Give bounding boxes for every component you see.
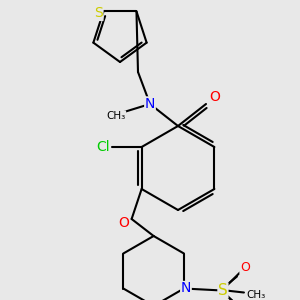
Text: Cl: Cl (96, 140, 110, 154)
Text: S: S (218, 283, 228, 298)
Text: S: S (94, 6, 103, 20)
Text: CH₃: CH₃ (246, 290, 266, 299)
Text: O: O (210, 90, 220, 104)
Text: O: O (118, 216, 129, 230)
Text: CH₃: CH₃ (106, 111, 126, 121)
Text: N: N (181, 281, 191, 296)
Text: O: O (240, 261, 250, 274)
Text: N: N (145, 97, 155, 111)
